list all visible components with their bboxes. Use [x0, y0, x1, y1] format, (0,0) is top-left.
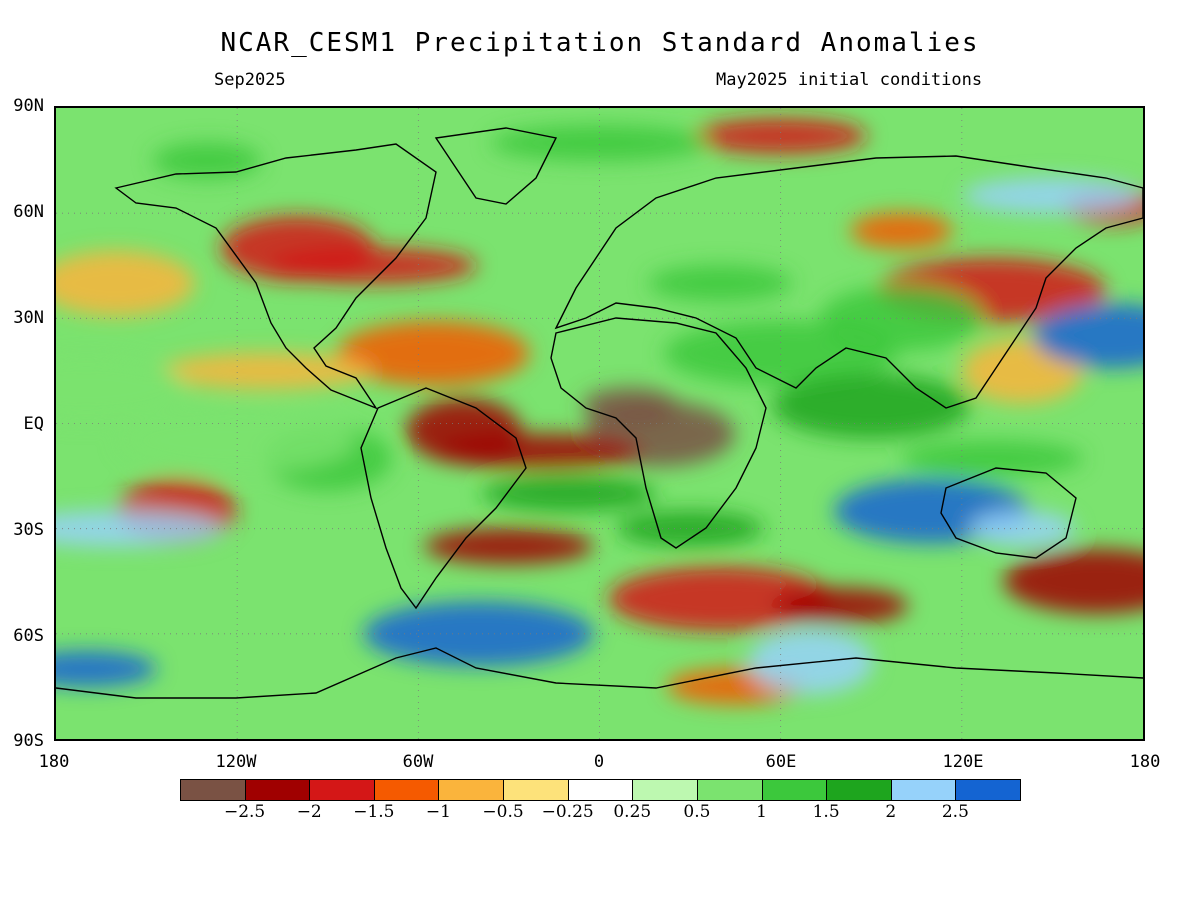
anomaly-layer	[56, 117, 1143, 705]
colorbar-label: 0.25	[613, 802, 652, 822]
anomaly-region	[819, 285, 984, 351]
colorbar-label: 2	[885, 802, 897, 822]
anomaly-map	[54, 106, 1145, 741]
lat-label-90s: 90S	[13, 731, 44, 751]
lat-label-30s: 30S	[13, 520, 44, 540]
anomaly-region	[900, 440, 1084, 477]
lat-label-90n: 90N	[13, 96, 44, 116]
colorbar-label: −0.5	[482, 802, 524, 822]
initial-conditions: May2025 initial conditions	[716, 70, 983, 90]
coastline-north-america	[114, 143, 437, 410]
lon-label-0: 0	[593, 752, 605, 772]
anomaly-region	[56, 650, 157, 688]
colorbar-swatch	[503, 779, 569, 801]
anomaly-region	[269, 247, 478, 284]
page-title: NCAR_CESM1 Precipitation Standard Anomal…	[220, 28, 980, 58]
coastline-europe-asia	[554, 155, 1143, 409]
colorbar-swatch	[373, 779, 440, 801]
anomaly-region	[152, 142, 262, 179]
anomaly-region	[56, 250, 195, 316]
anomaly-region	[406, 398, 522, 464]
lon-label-60w: 60W	[402, 752, 434, 772]
colorbar-label: 1	[756, 802, 767, 822]
anomaly-region	[1003, 548, 1143, 614]
lon-label-120w: 120W	[215, 752, 257, 772]
lat-label-60s: 60S	[13, 626, 44, 646]
colorbar-swatch	[180, 779, 246, 801]
anomaly-region	[1032, 303, 1143, 369]
anomaly-region	[648, 265, 793, 302]
lat-label-60n: 60N	[13, 202, 44, 222]
colorbar-swatch	[890, 779, 957, 801]
forecast-month: Sep2025	[214, 70, 286, 90]
anomaly-region	[850, 212, 953, 249]
anomaly-region	[616, 510, 764, 547]
anomaly-region	[118, 408, 356, 474]
colorbar-label: 0.5	[683, 802, 711, 822]
colorbar-swatch	[309, 779, 375, 801]
colorbar-swatch	[696, 779, 763, 801]
anomaly-region	[694, 117, 868, 155]
anomaly-region	[56, 510, 224, 547]
colorbar-swatch	[438, 779, 505, 801]
colorbar-swatch	[567, 779, 634, 801]
anomaly-region	[772, 373, 971, 439]
colorbar-label: −2.5	[223, 802, 266, 822]
anomaly-region	[363, 601, 594, 667]
anomaly-region	[161, 352, 373, 390]
colorbar-swatch	[632, 779, 698, 801]
colorbar-swatch	[826, 779, 892, 801]
lon-label-180w: 180	[38, 752, 70, 772]
lat-label-eq: EQ	[23, 414, 44, 434]
colorbar-swatch	[955, 779, 1021, 801]
coastline-greenland	[434, 127, 558, 205]
colorbar-label: 1.5	[812, 802, 840, 822]
anomaly-region	[608, 566, 833, 632]
anomaly-region	[962, 177, 1143, 214]
lat-label-30n: 30N	[13, 308, 44, 328]
lon-label-60e: 60E	[765, 752, 797, 772]
coastline-africa	[550, 317, 767, 549]
colorbar-label: −0.25	[541, 802, 594, 822]
colorbar-label: −1.5	[353, 802, 395, 822]
coastline-south-america	[360, 387, 527, 610]
coastline-australia	[940, 467, 1077, 559]
anomaly-region	[773, 587, 909, 624]
colorbar-label: 2.5	[941, 802, 969, 822]
anomaly-region	[56, 355, 187, 421]
coastlines	[56, 127, 1143, 699]
lon-label-180e: 180	[1129, 752, 1161, 772]
anomaly-region	[337, 320, 530, 386]
colorbar-label: −2	[296, 802, 322, 822]
anomaly-map-canvas	[56, 108, 1143, 739]
colorbar-swatch	[761, 779, 828, 801]
colorbar	[180, 779, 1021, 801]
anomaly-region	[490, 124, 709, 162]
lon-label-120e: 120E	[942, 752, 984, 772]
colorbar-swatch	[244, 779, 311, 801]
coastline-antarctica	[56, 647, 1143, 699]
colorbar-label: −1	[425, 802, 451, 822]
anomaly-region	[481, 475, 658, 512]
